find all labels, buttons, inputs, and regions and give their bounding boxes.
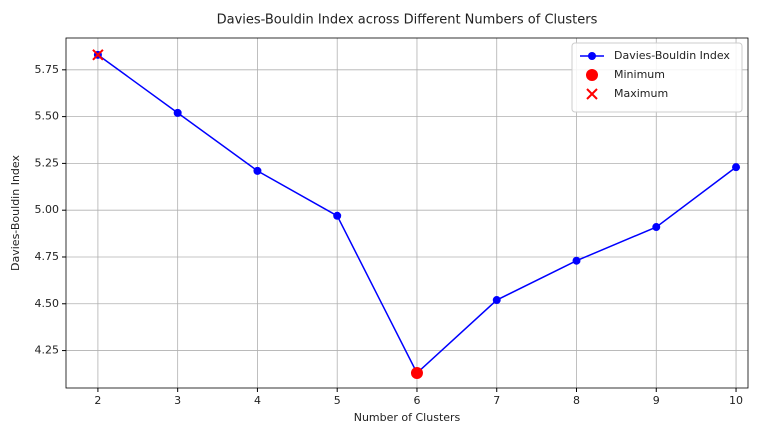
- legend-label: Minimum: [614, 68, 665, 81]
- y-tick-label: 5.50: [35, 110, 60, 123]
- marker: [652, 223, 660, 231]
- legend-label: Davies-Bouldin Index: [614, 49, 730, 62]
- y-tick-label: 5.00: [35, 203, 60, 216]
- marker: [732, 163, 740, 171]
- marker: [588, 52, 596, 60]
- x-tick-label: 5: [334, 394, 341, 407]
- y-tick-label: 4.25: [35, 344, 60, 357]
- x-tick-label: 7: [493, 394, 500, 407]
- marker: [573, 257, 581, 265]
- marker: [174, 109, 182, 117]
- y-axis-label: Davies-Bouldin Index: [9, 155, 22, 271]
- marker: [493, 296, 501, 304]
- y-tick-label: 5.75: [35, 63, 60, 76]
- x-tick-label: 4: [254, 394, 261, 407]
- x-tick-label: 3: [174, 394, 181, 407]
- legend-label: Maximum: [614, 87, 668, 100]
- x-tick-label: 10: [729, 394, 743, 407]
- x-axis-label: Number of Clusters: [354, 411, 461, 424]
- marker: [586, 69, 598, 81]
- y-tick-label: 5.25: [35, 156, 60, 169]
- x-tick-label: 6: [413, 394, 420, 407]
- x-tick-label: 9: [653, 394, 660, 407]
- chart: Davies-Bouldin Index across Different Nu…: [0, 0, 765, 424]
- y-tick-label: 4.50: [35, 297, 60, 310]
- y-tick-label: 4.75: [35, 250, 60, 263]
- x-tick-label: 8: [573, 394, 580, 407]
- marker: [411, 367, 423, 379]
- marker: [333, 212, 341, 220]
- x-tick-label: 2: [94, 394, 101, 407]
- chart-title: Davies-Bouldin Index across Different Nu…: [217, 13, 598, 28]
- marker: [253, 167, 261, 175]
